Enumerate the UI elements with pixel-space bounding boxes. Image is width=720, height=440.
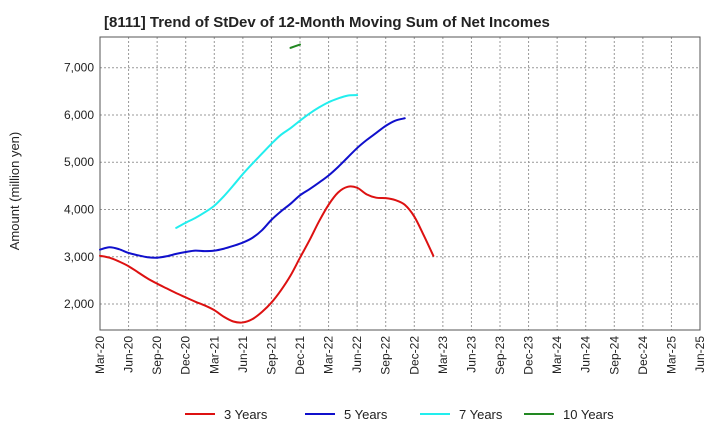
legend-label-7-years: 7 Years	[459, 407, 503, 422]
x-tick-label: Jun-22	[350, 336, 364, 373]
legend-label-10-years: 10 Years	[563, 407, 614, 422]
grid	[99, 37, 701, 330]
x-tick-label: Mar-24	[550, 336, 564, 374]
x-tick-label: Jun-23	[464, 336, 478, 373]
x-tick-label: Sep-20	[150, 336, 164, 375]
x-tick-label: Sep-22	[379, 336, 393, 375]
series-line-10-years	[289, 43, 301, 49]
x-tick-label: Mar-21	[207, 336, 221, 374]
legend-label-3-years: 3 Years	[224, 407, 268, 422]
x-tick-label: Dec-21	[293, 336, 307, 375]
plot-area	[99, 36, 701, 331]
x-tick-label: Sep-23	[493, 336, 507, 375]
x-tick-label: Mar-25	[664, 336, 678, 374]
x-tick-label: Sep-24	[607, 336, 621, 375]
x-tick-label: Dec-20	[179, 336, 193, 375]
x-tick-label: Mar-23	[436, 336, 450, 374]
x-tick-label: Jun-20	[122, 336, 136, 373]
x-tick-label: Jun-21	[236, 336, 250, 373]
x-axis: Mar-20 Jun-20 Sep-20 Dec-20 Mar-21 Jun-21 Sep-…	[93, 336, 707, 375]
legend-label-5-years: 5 Years	[344, 407, 388, 422]
series-lines	[99, 43, 435, 324]
y-tick-label: 4,000	[64, 202, 94, 216]
x-tick-label: Dec-24	[636, 336, 650, 375]
y-tick-label: 6,000	[64, 108, 94, 122]
x-tick-label: Jun-24	[579, 336, 593, 373]
series-line-7-years	[175, 94, 359, 229]
series-line-3-years	[99, 185, 435, 324]
chart-title: [8111] Trend of StDev of 12-Month Moving…	[104, 14, 550, 31]
legend: 3 Years 5 Years 7 Years 10 Years	[185, 407, 614, 422]
x-tick-label: Dec-23	[522, 336, 536, 375]
x-tick-label: Jun-25	[693, 336, 707, 373]
y-tick-label: 7,000	[64, 61, 94, 75]
y-tick-label: 3,000	[64, 250, 94, 264]
y-axis-label: Amount (million yen)	[7, 132, 22, 251]
x-tick-label: Mar-20	[93, 336, 107, 374]
x-tick-label: Dec-22	[407, 336, 421, 375]
series-line-5-years	[99, 117, 406, 259]
x-tick-label: Mar-22	[322, 336, 336, 374]
y-tick-label: 2,000	[64, 297, 94, 311]
x-tick-label: Sep-21	[264, 336, 278, 375]
y-tick-label: 5,000	[64, 155, 94, 169]
y-axis: 2,000 3,000 4,000 5,000 6,000 7,000	[64, 61, 94, 311]
